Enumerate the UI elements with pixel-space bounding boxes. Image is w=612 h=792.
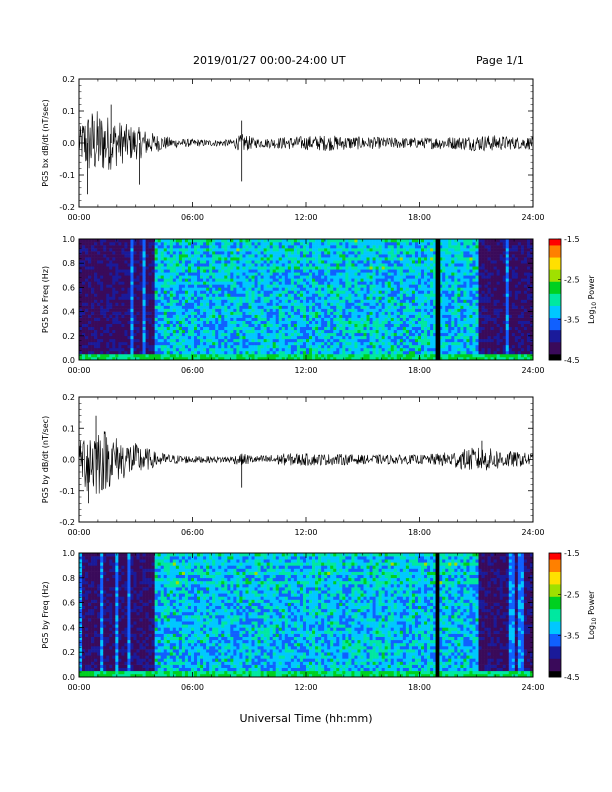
data-gap [435,239,441,360]
x-tick-label: 24:00 [521,683,544,692]
x-tick-label: 00:00 [67,213,90,222]
y-tick-label: 0.0 [62,356,75,365]
signal-trace [78,431,534,494]
colorbar-frame [548,552,562,678]
y-tick-label: 0.0 [62,139,75,148]
panel-3: 00:00 06:00 12:00 18:00 24:00 0.2 0.1 0.0 -0.1 -0… [41,393,545,537]
y-tick-label: 0.8 [62,574,75,583]
header-page: Page 1/1 [476,54,524,67]
colorbar-tick-label: -2.5 [564,275,580,284]
x-tick-label: 12:00 [294,366,317,375]
colorbar-tick-label: -3.5 [564,316,580,325]
y-axis-label: PG5 bx dB/dt (nT/sec) [41,99,50,186]
panel-1: 00:00 06:00 12:00 18:00 24:00 0.2 0.1 0.0 -0.1 -0… [41,75,545,222]
y-tick-label: 1.0 [62,549,75,558]
panel-4: 00:00 06:00 12:00 18:00 24:00 1.0 0.8 0.6 0.4 0.2… [41,549,545,692]
x-tick-label: 00:00 [67,528,90,537]
y-tick-label: 0.1 [62,107,75,116]
y-tick-label: 0.0 [62,456,75,465]
x-tick-label: 06:00 [181,213,204,222]
colorbar-tick-label: -4.5 [564,673,580,682]
y-tick-label: 0.2 [62,393,75,402]
colorbar: -1.5 -2.5 -3.5 -4.5 Log10 Power [548,549,598,682]
colorbar: -1.5 -2.5 -3.5 -4.5 Log10 Power [548,235,598,365]
y-axis-label: PG5 by dB/dt (nT/sec) [41,416,50,503]
y-tick-label: -0.2 [59,518,75,527]
x-tick-label: 12:00 [294,528,317,537]
y-tick-label: 0.4 [62,308,75,317]
y-tick-label: 0.6 [62,283,75,292]
x-tick-label: 00:00 [67,366,90,375]
panel-2: 00:00 06:00 12:00 18:00 24:00 1.0 0.8 0.6 0.4 0.2… [41,235,545,375]
x-tick-label: 00:00 [67,683,90,692]
x-tick-label: 12:00 [294,683,317,692]
y-tick-label: 0.1 [62,424,75,433]
x-tick-label: 18:00 [408,213,431,222]
colorbar-label: Log10 Power [587,274,598,323]
y-tick-label: 0.2 [62,75,75,84]
panels: 00:00 06:00 12:00 18:00 24:00 0.2 0.1 0.0 -0.1 -0… [41,75,545,692]
spectrogram-cells [79,239,534,361]
y-tick-label: 1.0 [62,235,75,244]
colorbar-tick-label: -1.5 [564,235,580,244]
y-tick-label: 0.0 [62,673,75,682]
y-tick-label: -0.2 [59,203,75,212]
spectrogram-cells [79,553,534,678]
x-tick-label: 06:00 [181,528,204,537]
data-gap [435,553,440,677]
x-tick-label: 24:00 [521,213,544,222]
x-tick-label: 06:00 [181,366,204,375]
x-tick-label: 06:00 [181,683,204,692]
colorbar-tick-label: -3.5 [564,632,580,641]
y-tick-label: -0.1 [59,487,75,496]
y-tick-label: 0.2 [62,648,75,657]
x-tick-label: 24:00 [521,528,544,537]
y-tick-label: 0.2 [62,332,75,341]
x-tick-label: 18:00 [408,683,431,692]
x-tick-label: 18:00 [408,366,431,375]
colorbar-label: Log10 Power [587,590,598,639]
x-tick-label: 18:00 [408,528,431,537]
header-date-range: 2019/01/27 00:00-24:00 UT [193,54,346,67]
y-tick-label: -0.1 [59,171,75,180]
y-axis-label: PG5 bx Freq (Hz) [41,266,50,333]
y-tick-label: 0.4 [62,623,75,632]
y-tick-label: 0.8 [62,259,75,268]
signal-trace [78,111,534,170]
colorbar-tick-label: -1.5 [564,549,580,558]
colorbar-tick-label: -4.5 [564,356,580,365]
x-axis-label: Universal Time (hh:mm) [240,712,373,725]
x-tick-label: 24:00 [521,366,544,375]
y-axis-label: PG5 by Freq (Hz) [41,581,50,648]
colorbar-frame [548,238,562,361]
y-tick-label: 0.6 [62,599,75,608]
colorbar-tick-label: -2.5 [564,590,580,599]
x-tick-label: 12:00 [294,213,317,222]
